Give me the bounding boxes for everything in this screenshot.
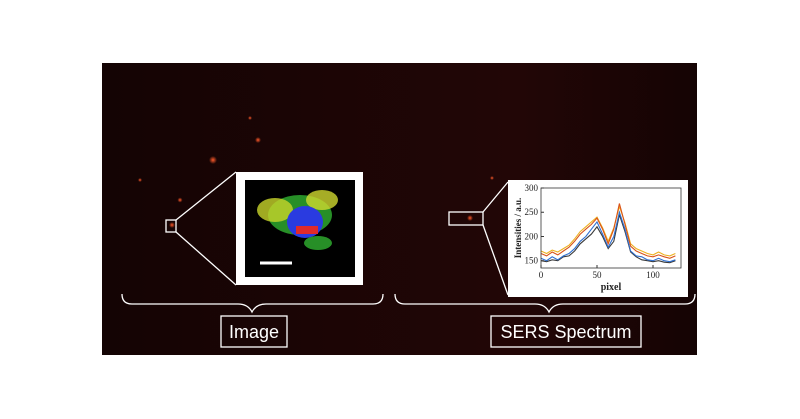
glow-spots: [138, 116, 494, 228]
cell-inset: [236, 172, 363, 285]
series-line: [540, 212, 676, 264]
x-tick-label: 0: [539, 270, 544, 280]
label-sers: SERS Spectrum: [500, 322, 631, 342]
callouts: [121, 171, 696, 348]
x-tick-label: 50: [593, 270, 603, 280]
y-tick-label: 300: [525, 183, 539, 193]
y-tick-label: 150: [525, 256, 539, 266]
series-line: [540, 210, 676, 263]
series-line: [540, 203, 676, 259]
x-tick-label: 100: [646, 270, 660, 280]
series-line: [540, 204, 676, 257]
x-axis-label: pixel: [601, 282, 622, 293]
y-tick-label: 250: [525, 207, 539, 217]
y-tick-label: 200: [525, 231, 539, 241]
label-image: Image: [229, 322, 279, 342]
plot-frame: [540, 187, 682, 269]
y-axis-label: Intensities / a.u.: [513, 198, 523, 259]
chart-inset: [508, 180, 688, 297]
